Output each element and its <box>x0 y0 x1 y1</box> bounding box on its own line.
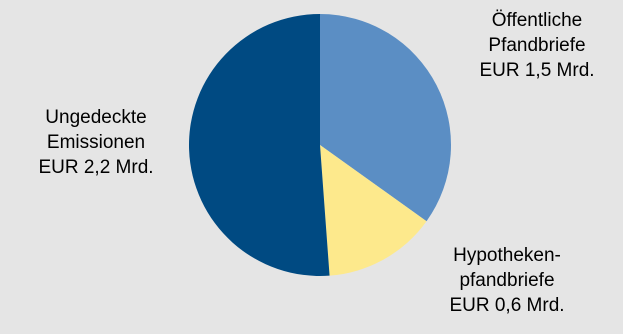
pie-slice-ungedeckte-emissionen <box>189 14 330 276</box>
slice-label-oeffentliche-pfandbriefe: Öffentliche Pfandbriefe EUR 1,5 Mrd. <box>452 8 622 83</box>
slice-label-line: Emissionen <box>46 132 146 153</box>
slice-label-line: Ungedeckte <box>45 107 147 128</box>
slice-label-value: EUR 1,5 Mrd. <box>479 60 595 81</box>
pie-slice-hypothekenpfandbriefe <box>320 145 427 276</box>
pie-slice-oeffentliche-pfandbriefe <box>320 14 451 222</box>
slice-label-value: EUR 2,2 Mrd. <box>38 157 154 178</box>
slice-label-line: Öffentliche <box>491 10 583 31</box>
slice-label-line: pfandbriefe <box>459 270 555 291</box>
slice-label-line: Hypotheken- <box>453 245 561 266</box>
slice-label-hypothekenpfandbriefe: Hypotheken- pfandbriefe EUR 0,6 Mrd. <box>422 243 592 318</box>
slice-label-value: EUR 0,6 Mrd. <box>449 295 565 316</box>
slice-label-ungedeckte-emissionen: Ungedeckte Emissionen EUR 2,2 Mrd. <box>6 105 186 180</box>
slice-label-line: Pfandbriefe <box>488 35 586 56</box>
